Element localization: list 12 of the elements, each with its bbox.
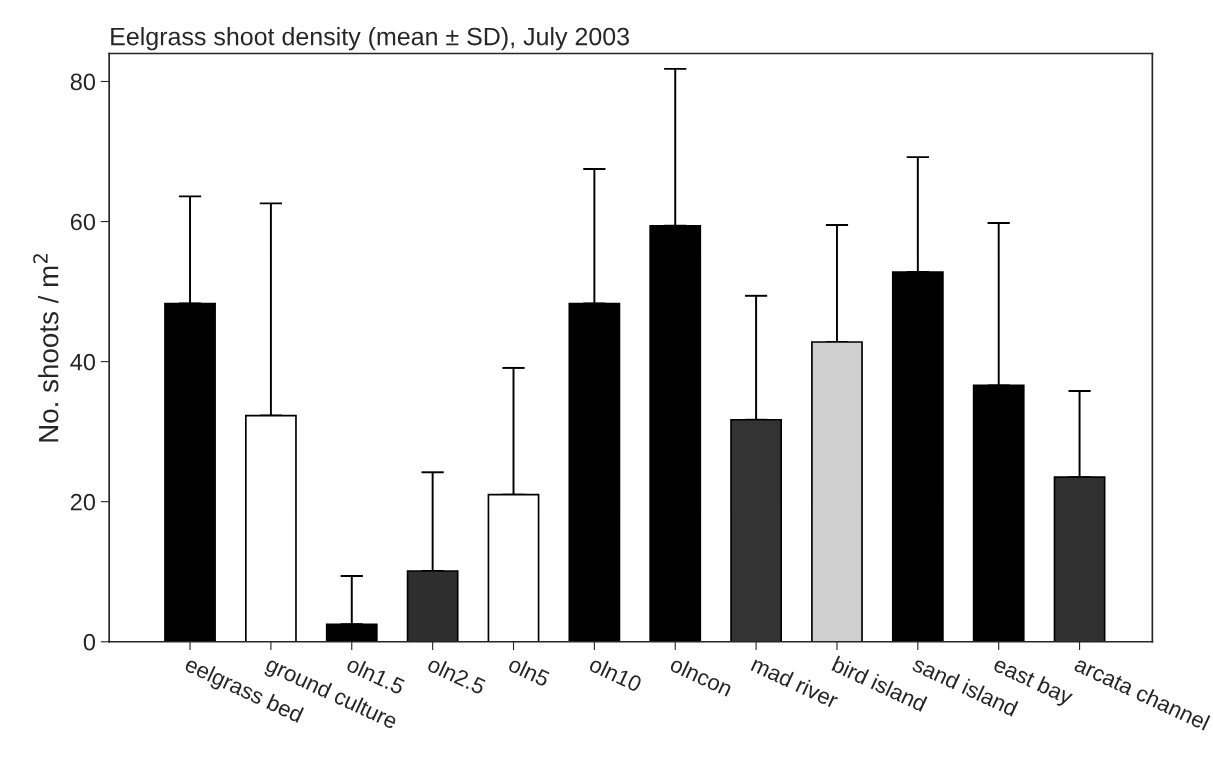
x-tick-label: olncon <box>669 655 734 697</box>
y-tick-label: 20 <box>70 493 96 511</box>
y-tick-label: 40 <box>70 353 96 371</box>
x-tick-label: oln10 <box>588 655 643 693</box>
y-tick-label: 0 <box>83 633 96 651</box>
y-axis-title: No. shoots / m$^{2}$ <box>33 254 59 442</box>
x-tick-label: oln5 <box>507 655 551 688</box>
y-tick-label: 60 <box>70 213 96 231</box>
x-tick-label: oln1.5 <box>345 655 406 695</box>
y-tick-label: 80 <box>70 73 96 91</box>
x-tick-label: oln2.5 <box>426 655 487 695</box>
chart-title: Eelgrass shoot density (mean ± SD), July 2003 <box>111 27 629 51</box>
